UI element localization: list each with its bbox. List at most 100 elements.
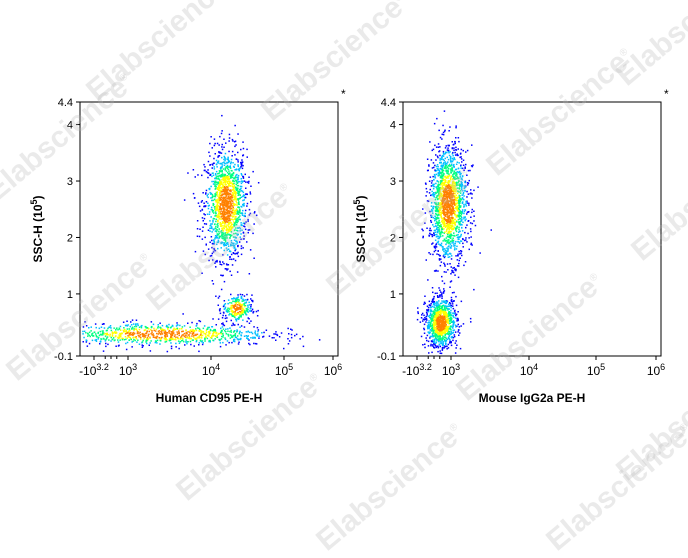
- data-point: [218, 162, 220, 164]
- data-point: [438, 184, 440, 186]
- data-point: [458, 208, 460, 210]
- data-point: [436, 208, 438, 210]
- data-point: [213, 228, 215, 230]
- data-point: [468, 204, 470, 206]
- data-point: [217, 209, 219, 211]
- data-point: [146, 338, 148, 340]
- data-point: [444, 184, 446, 186]
- data-point: [222, 275, 224, 277]
- data-point: [103, 323, 105, 325]
- data-point: [437, 227, 439, 229]
- data-point: [216, 244, 218, 246]
- data-point: [454, 204, 456, 206]
- data-point: [433, 217, 435, 219]
- data-point: [203, 203, 205, 205]
- data-point: [423, 319, 425, 321]
- data-point: [457, 162, 459, 164]
- data-point: [451, 266, 453, 268]
- data-point: [241, 178, 243, 180]
- data-point: [446, 190, 448, 192]
- data-point: [85, 332, 87, 334]
- data-point: [450, 179, 452, 181]
- data-point: [142, 340, 144, 342]
- data-point: [234, 154, 236, 156]
- data-point: [131, 339, 133, 341]
- data-point: [245, 213, 247, 215]
- data-point: [253, 311, 255, 313]
- data-point: [228, 180, 230, 182]
- data-point: [434, 196, 436, 198]
- data-point: [220, 275, 222, 277]
- data-point: [225, 234, 227, 236]
- data-point: [231, 259, 233, 261]
- data-point: [238, 342, 240, 344]
- data-point: [235, 193, 237, 195]
- data-point: [441, 294, 443, 296]
- data-point: [113, 327, 115, 329]
- data-point: [209, 192, 211, 194]
- data-point: [456, 231, 458, 233]
- data-point: [444, 167, 446, 169]
- data-point: [200, 321, 202, 323]
- data-point: [190, 344, 192, 346]
- data-point: [172, 325, 174, 327]
- data-point: [445, 343, 447, 345]
- data-point: [445, 166, 447, 168]
- data-point: [448, 304, 450, 306]
- data-point: [194, 330, 196, 332]
- data-point: [432, 318, 434, 320]
- data-point: [455, 342, 457, 344]
- data-point: [443, 173, 445, 175]
- data-point: [235, 311, 237, 313]
- data-point: [225, 168, 227, 170]
- data-point: [253, 258, 255, 260]
- data-point: [236, 230, 238, 232]
- data-point: [226, 268, 228, 270]
- data-point: [428, 170, 430, 172]
- data-point: [243, 235, 245, 237]
- data-point: [272, 337, 274, 339]
- data-point: [232, 301, 234, 303]
- data-point: [451, 200, 453, 202]
- data-point: [230, 182, 232, 184]
- data-point: [99, 343, 101, 345]
- data-point: [211, 207, 213, 209]
- data-point: [203, 250, 205, 252]
- data-point: [234, 230, 236, 232]
- data-point: [220, 204, 222, 206]
- data-point: [454, 141, 456, 143]
- data-point: [223, 207, 225, 209]
- data-point: [455, 149, 457, 151]
- data-point: [210, 223, 212, 225]
- data-point: [239, 241, 241, 243]
- data-point: [226, 201, 228, 203]
- data-point: [225, 142, 227, 144]
- data-point: [457, 190, 459, 192]
- data-point: [422, 313, 424, 315]
- data-point: [222, 342, 224, 344]
- data-point: [229, 211, 231, 213]
- data-point: [451, 270, 453, 272]
- data-point: [137, 331, 139, 333]
- data-point: [451, 214, 453, 216]
- data-point: [444, 176, 446, 178]
- data-point: [448, 207, 450, 209]
- data-point: [156, 333, 158, 335]
- data-point: [149, 345, 151, 347]
- data-point: [237, 271, 239, 273]
- data-point: [216, 163, 218, 165]
- data-point: [440, 184, 442, 186]
- data-point: [215, 333, 217, 335]
- data-point: [136, 320, 138, 322]
- data-point: [219, 197, 221, 199]
- data-point: [452, 179, 454, 181]
- data-point: [441, 157, 443, 159]
- data-point: [155, 330, 157, 332]
- data-point: [255, 330, 257, 332]
- data-point: [238, 343, 240, 345]
- data-point: [246, 331, 248, 333]
- data-point: [460, 181, 462, 183]
- data-point: [463, 170, 465, 172]
- data-point: [236, 233, 238, 235]
